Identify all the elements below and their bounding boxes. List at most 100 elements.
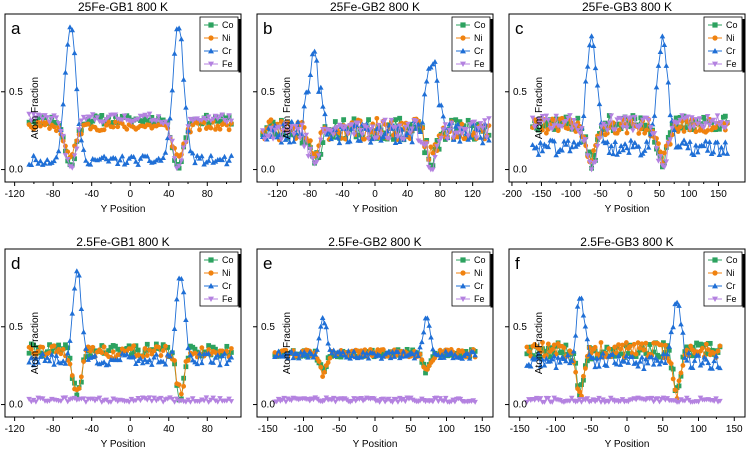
data-point-cr	[413, 125, 420, 131]
data-point-cr	[413, 349, 420, 355]
data-point-fe	[203, 395, 210, 401]
data-point-cr	[194, 361, 201, 367]
data-point-fe	[283, 399, 289, 405]
data-point-cr	[704, 147, 711, 153]
data-point-fe	[71, 153, 78, 159]
data-point-cr	[643, 356, 649, 362]
data-point-fe	[167, 135, 173, 141]
data-point-fe	[270, 136, 276, 142]
data-point-fe	[549, 399, 555, 405]
data-point-cr	[559, 147, 565, 153]
legend-marker-ni	[712, 270, 718, 276]
data-point-ni	[616, 342, 621, 348]
data-point-fe	[545, 117, 552, 123]
data-point-fe	[78, 118, 85, 124]
data-point-cr	[112, 155, 119, 161]
data-point-fe	[151, 395, 157, 401]
x-tick-label: -80	[303, 189, 318, 200]
data-point-cr	[105, 361, 112, 367]
data-point-cr	[53, 352, 60, 358]
data-point-cr	[440, 113, 447, 119]
data-point-fe	[393, 397, 399, 403]
data-point-cr	[137, 355, 144, 361]
panel-letter: e	[263, 254, 272, 273]
x-tick-label: -100	[561, 189, 581, 200]
data-point-co	[543, 119, 549, 125]
data-point-fe	[638, 123, 644, 129]
legend-label-ni: Ni	[726, 268, 735, 278]
data-point-fe	[76, 127, 82, 133]
data-point-co	[351, 116, 357, 122]
data-point-cr	[710, 149, 717, 155]
data-point-fe	[430, 399, 436, 405]
data-point-ni	[213, 127, 218, 132]
legend-marker-ni	[460, 35, 466, 41]
data-point-cr	[180, 289, 187, 295]
data-point-fe	[262, 136, 268, 142]
data-point-fe	[396, 123, 403, 129]
data-point-cr	[705, 360, 712, 366]
y-axis-label: Atom Fraction	[30, 77, 41, 139]
data-point-cr	[720, 150, 727, 156]
data-point-ni	[684, 347, 690, 353]
data-point-cr	[395, 348, 401, 354]
data-point-fe	[442, 122, 449, 128]
data-point-cr	[681, 137, 687, 143]
x-tick-label: -40	[335, 189, 350, 200]
data-point-cr	[183, 104, 189, 110]
data-point-fe	[685, 114, 691, 120]
data-point-ni	[635, 340, 641, 346]
data-point-fe	[205, 399, 212, 405]
x-tick-label: 150	[474, 424, 491, 435]
data-point-fe	[176, 163, 182, 169]
data-point-fe	[349, 122, 355, 128]
data-point-fe	[471, 119, 478, 125]
data-point-co	[393, 117, 398, 123]
panel-f: 2.5Fe-GB3 800 K -150 -100 -50 0 50 100 150 0.0 0.…	[505, 235, 746, 450]
data-point-ni	[272, 350, 278, 355]
data-point-cr	[630, 144, 636, 150]
data-point-cr	[151, 159, 157, 165]
data-point-fe	[714, 113, 721, 119]
data-point-cr	[596, 363, 602, 369]
data-point-ni	[688, 343, 694, 349]
data-point-ni	[543, 353, 549, 358]
data-point-fe	[219, 112, 226, 118]
data-point-fe	[284, 131, 291, 136]
legend-label-ni: Ni	[222, 33, 231, 43]
data-point-cr	[622, 141, 628, 147]
legend-label-fe: Fe	[474, 294, 485, 304]
data-point-co	[625, 351, 631, 356]
data-point-fe	[178, 158, 185, 164]
data-point-co	[217, 353, 223, 359]
data-point-fe	[669, 125, 675, 131]
data-point-co	[99, 113, 105, 118]
data-point-ni	[620, 342, 625, 348]
data-point-cr	[537, 139, 544, 145]
data-point-fe	[584, 153, 591, 159]
data-point-ni	[192, 350, 198, 356]
legend-marker-co	[208, 257, 214, 263]
data-point-cr	[700, 143, 707, 149]
y-tick-label: 0.0	[513, 400, 527, 411]
series-group	[26, 24, 235, 172]
panel-title: 25Fe-GB2 800 K	[330, 0, 420, 14]
data-point-ni	[217, 126, 223, 132]
data-point-fe	[108, 399, 114, 405]
data-point-cr	[419, 339, 425, 345]
x-tick-label: -100	[293, 424, 313, 435]
data-point-fe	[700, 125, 707, 131]
data-point-co	[272, 131, 278, 137]
data-point-cr	[362, 353, 368, 359]
data-point-cr	[37, 353, 44, 359]
data-point-co	[158, 346, 164, 352]
panel-title: 2.5Fe-GB2 800 K	[328, 235, 421, 249]
data-point-fe	[164, 122, 171, 128]
data-point-ni	[705, 128, 711, 133]
panel-title: 2.5Fe-GB1 800 K	[76, 235, 169, 249]
data-point-fe	[584, 396, 591, 402]
data-point-cr	[305, 354, 311, 360]
data-point-cr	[409, 350, 416, 356]
data-point-cr	[553, 152, 559, 158]
data-point-cr	[308, 351, 315, 357]
